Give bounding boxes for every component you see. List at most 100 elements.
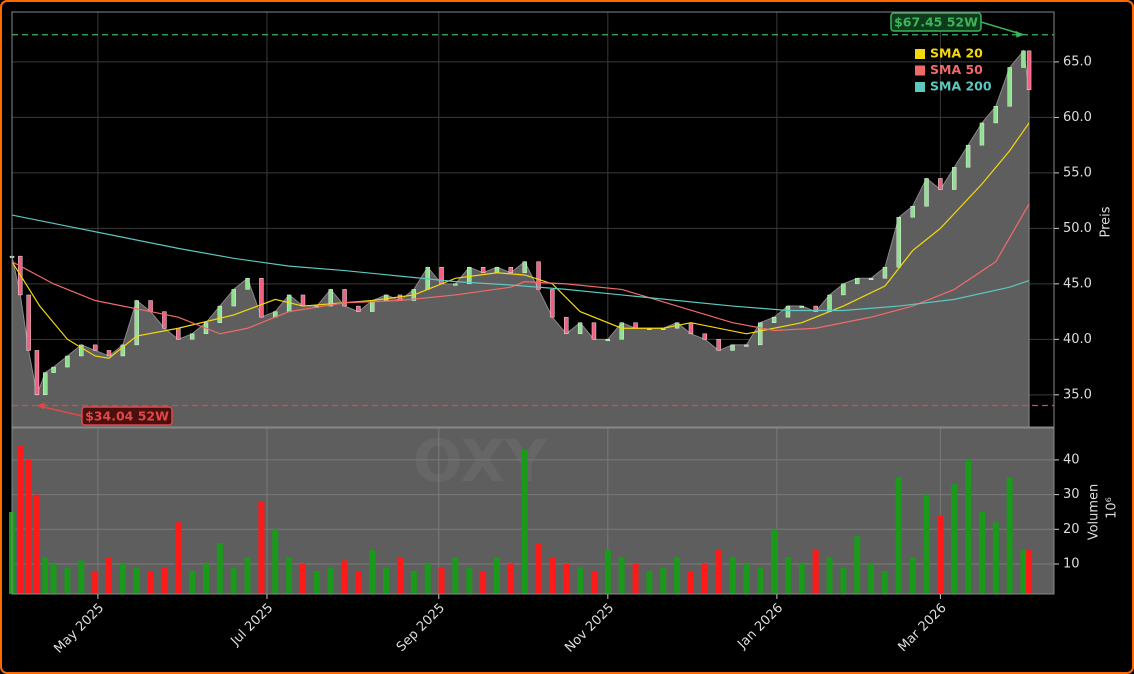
- volume-bar: [64, 567, 71, 594]
- volume-bar: [854, 536, 861, 594]
- candle: [51, 366, 56, 373]
- volume-bar: [175, 522, 182, 594]
- volume-bar: [784, 557, 791, 594]
- candle: [577, 322, 583, 334]
- y-tick-label: 40: [1063, 452, 1080, 467]
- volume-bar: [369, 550, 376, 594]
- annotation-arrow: [36, 404, 83, 417]
- volume-bar: [992, 522, 999, 594]
- volume-bar: [355, 570, 362, 594]
- candle: [439, 267, 444, 285]
- candle: [120, 344, 126, 357]
- sma-line: [11, 122, 1030, 359]
- volume-bar: [771, 529, 778, 594]
- volume-bar: [729, 557, 736, 594]
- volume-bar: [868, 563, 875, 594]
- volume-bar: [25, 459, 32, 594]
- y-tick-label: 55.0: [1063, 165, 1092, 180]
- candle: [480, 267, 486, 273]
- volume-bar: [978, 511, 985, 594]
- volume-bar: [757, 567, 764, 594]
- volume-bar: [230, 567, 237, 594]
- candle: [92, 344, 98, 351]
- candle: [882, 267, 888, 279]
- volume-bar: [521, 449, 528, 594]
- candle: [841, 283, 846, 296]
- volume-bar: [604, 550, 611, 594]
- candle: [79, 344, 84, 357]
- candle: [785, 305, 791, 318]
- candle: [910, 205, 915, 218]
- legend-label: SMA 50: [930, 62, 983, 77]
- candle: [564, 316, 569, 334]
- volume-bar: [965, 459, 972, 594]
- candle: [855, 278, 860, 285]
- legend-label: SMA 20: [930, 46, 983, 61]
- price-area: [11, 49, 1030, 428]
- candle: [716, 339, 721, 351]
- sma-line: [11, 214, 1030, 312]
- candle: [300, 294, 306, 307]
- y-tick-label: 40.0: [1063, 332, 1092, 347]
- volume-bar: [660, 567, 667, 594]
- legend-swatch: [915, 65, 925, 76]
- volume-bar: [92, 570, 99, 594]
- candle: [952, 167, 957, 190]
- annotation-box: [81, 406, 173, 426]
- candle: [217, 305, 223, 323]
- volume-bar: [216, 543, 223, 594]
- volume-bar: [258, 501, 265, 594]
- candle: [34, 350, 40, 396]
- candle: [605, 339, 611, 342]
- legend-swatch: [915, 49, 925, 59]
- candle: [536, 261, 541, 290]
- candle: [1007, 67, 1012, 107]
- candle: [259, 278, 264, 318]
- candle: [453, 283, 458, 286]
- candle: [993, 106, 999, 124]
- candle: [799, 305, 805, 308]
- volume-bar: [687, 570, 694, 594]
- volume-bar: [383, 567, 390, 594]
- volume-bar: [133, 567, 140, 594]
- volume-bar: [646, 570, 653, 594]
- volume-bar: [535, 543, 542, 594]
- volume-bar: [17, 446, 24, 594]
- annotation-label: $67.45 52W: [894, 15, 978, 30]
- y-tick-label: 35.0: [1063, 387, 1092, 402]
- volume-bar: [812, 550, 819, 594]
- volume-bar: [701, 563, 708, 594]
- candle: [730, 344, 735, 351]
- volume-bar: [33, 494, 40, 594]
- y-tick-label: 60.0: [1063, 110, 1092, 125]
- candle: [245, 278, 250, 290]
- candle: [508, 267, 514, 273]
- volume-bar: [743, 563, 750, 594]
- volume-bar: [244, 557, 251, 594]
- candle: [383, 294, 389, 301]
- candle: [550, 289, 555, 318]
- candle: [106, 350, 112, 357]
- volume-bar: [161, 567, 168, 594]
- candle: [633, 322, 638, 329]
- sma-line: [11, 203, 1030, 335]
- volume-bar: [632, 563, 639, 594]
- candle: [134, 300, 139, 346]
- candle: [43, 372, 48, 396]
- candle: [65, 355, 70, 368]
- volume-bar: [105, 557, 112, 594]
- candle: [467, 267, 472, 285]
- candle: [522, 261, 527, 273]
- volume-bar: [189, 570, 196, 594]
- volume-bar: [341, 560, 348, 594]
- candle: [148, 300, 153, 312]
- candle: [328, 289, 333, 307]
- candle: [827, 294, 832, 312]
- price-frame: [11, 11, 1055, 428]
- candle: [619, 322, 624, 340]
- volume-bar: [410, 570, 417, 594]
- offset-label: 10⁶: [1105, 497, 1120, 519]
- candle: [744, 344, 749, 347]
- arrow-head: [36, 402, 45, 410]
- volume-bar: [826, 557, 833, 594]
